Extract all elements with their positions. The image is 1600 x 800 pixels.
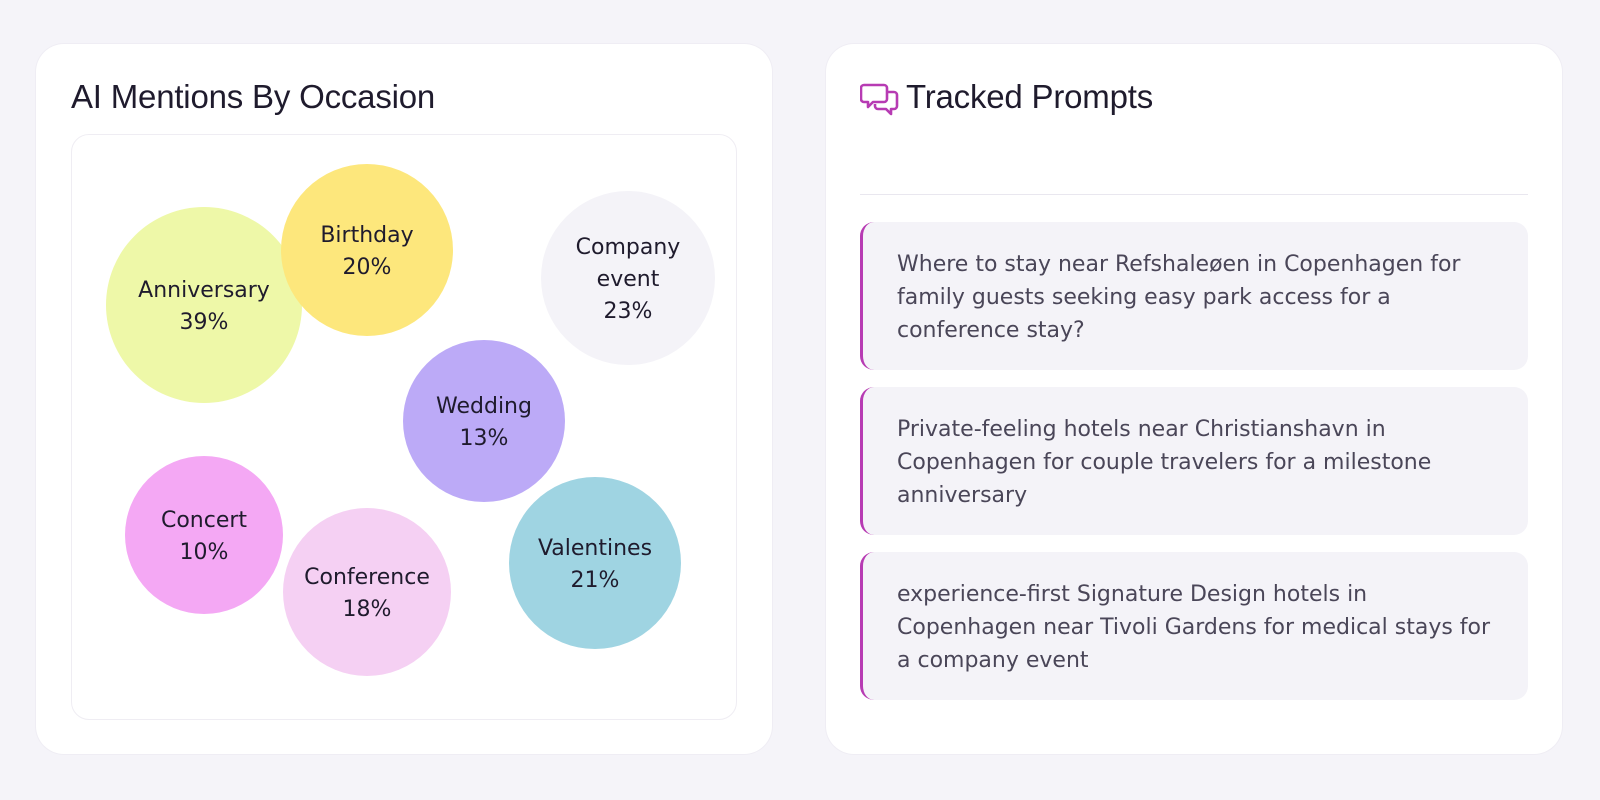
bubble-circle-wedding [403,340,565,502]
bubble-value-anniversary: 39% [180,310,229,335]
bubble-valentines: Valentines 21% [509,477,681,649]
bubble-concert: Concert 10% [125,456,283,614]
bubble-circle-valentines [509,477,681,649]
bubble-value-valentines: 21% [571,568,620,593]
bubble-label-conference: Conference [304,565,430,590]
bubble-birthday: Birthday 20% [281,164,453,336]
occasions-card: AI Mentions By Occasion Anniversary 39% Bi… [36,44,772,754]
bubble-circle-concert [125,456,283,614]
bubble-chart: Anniversary 39% Birthday 20% Company event 23%… [71,134,737,720]
bubble-label-birthday: Birthday [320,223,413,248]
bubble-label-company-event: event [597,267,660,292]
bubble-anniversary: Anniversary 39% [106,207,302,403]
bubble-label-concert: Concert [161,508,247,533]
prompt-list: Where to stay near Refshaleøen in Copenh… [860,222,1528,717]
bubble-chart-svg: Anniversary 39% Birthday 20% Company event 23%… [106,164,715,676]
prompts-card-title: Tracked Prompts [906,78,1154,115]
bubble-circle-conference [283,508,451,676]
bubble-wedding: Wedding 13% [403,340,565,502]
chat-bubbles-icon [860,83,899,116]
prompt-text: Where to stay near Refshaleøen in Copenh… [897,252,1461,343]
bubble-circle-birthday [281,164,453,336]
bubble-label-company-event: Company [576,235,681,260]
bubble-label-anniversary: Anniversary [138,278,270,303]
prompt-text: Private-feeling hotels near Christiansha… [897,417,1432,508]
prompts-card: Tracked Prompts Where to stay near Refsh… [826,44,1562,754]
bubble-value-conference: 18% [343,597,392,622]
prompt-item[interactable]: experience-first Signature Design hotels… [860,552,1528,700]
occasions-card-title: AI Mentions By Occasion [71,78,436,115]
bubble-label-wedding: Wedding [436,394,532,419]
bubble-conference: Conference 18% [283,508,451,676]
bubble-company-event: Company event 23% [541,191,715,365]
bubble-value-wedding: 13% [460,426,509,451]
bubble-label-valentines: Valentines [538,536,652,561]
prompt-text: experience-first Signature Design hotels… [897,582,1491,673]
bubble-value-birthday: 20% [343,255,392,280]
prompt-item[interactable]: Where to stay near Refshaleøen in Copenh… [860,222,1528,370]
bubble-circle-company-event [541,191,715,365]
bubble-circle-anniversary [106,207,302,403]
bubble-value-company-event: 23% [604,299,653,324]
prompt-item[interactable]: Private-feeling hotels near Christiansha… [860,387,1528,535]
title-divider [860,194,1528,195]
bubble-value-concert: 10% [180,540,229,565]
